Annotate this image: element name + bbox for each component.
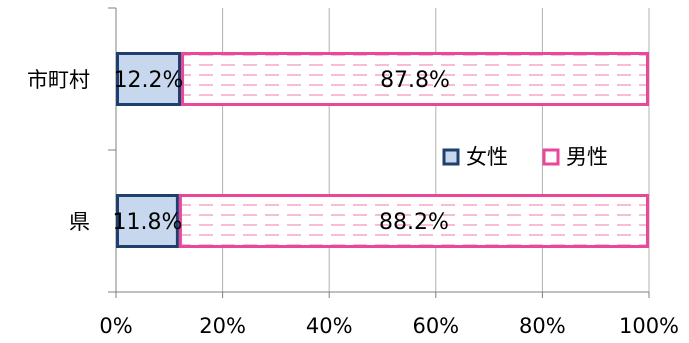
legend-female-label: 女性 bbox=[466, 145, 508, 169]
data-label-male: 87.8% bbox=[380, 68, 450, 93]
x-tick-label: 0% bbox=[99, 314, 132, 338]
bar-female bbox=[116, 194, 179, 248]
data-label-female: 12.2% bbox=[114, 68, 184, 93]
bar-male bbox=[178, 194, 649, 248]
x-tick-label: 20% bbox=[199, 314, 246, 338]
x-tick-label: 60% bbox=[412, 314, 459, 338]
x-tick-label: 40% bbox=[306, 314, 353, 338]
bar-male bbox=[181, 52, 649, 106]
data-label-female: 11.8% bbox=[113, 210, 183, 235]
data-label-male: 88.2% bbox=[379, 210, 449, 235]
category-label: 県 bbox=[69, 210, 90, 234]
category-label: 市町村 bbox=[27, 68, 90, 92]
x-tick-label: 80% bbox=[519, 314, 566, 338]
bar-female bbox=[116, 52, 182, 106]
legend-female-swatch bbox=[442, 148, 460, 166]
legend-male-label: 男性 bbox=[566, 145, 608, 169]
legend-male-swatch bbox=[542, 148, 560, 166]
x-tick-label: 100% bbox=[619, 314, 679, 338]
